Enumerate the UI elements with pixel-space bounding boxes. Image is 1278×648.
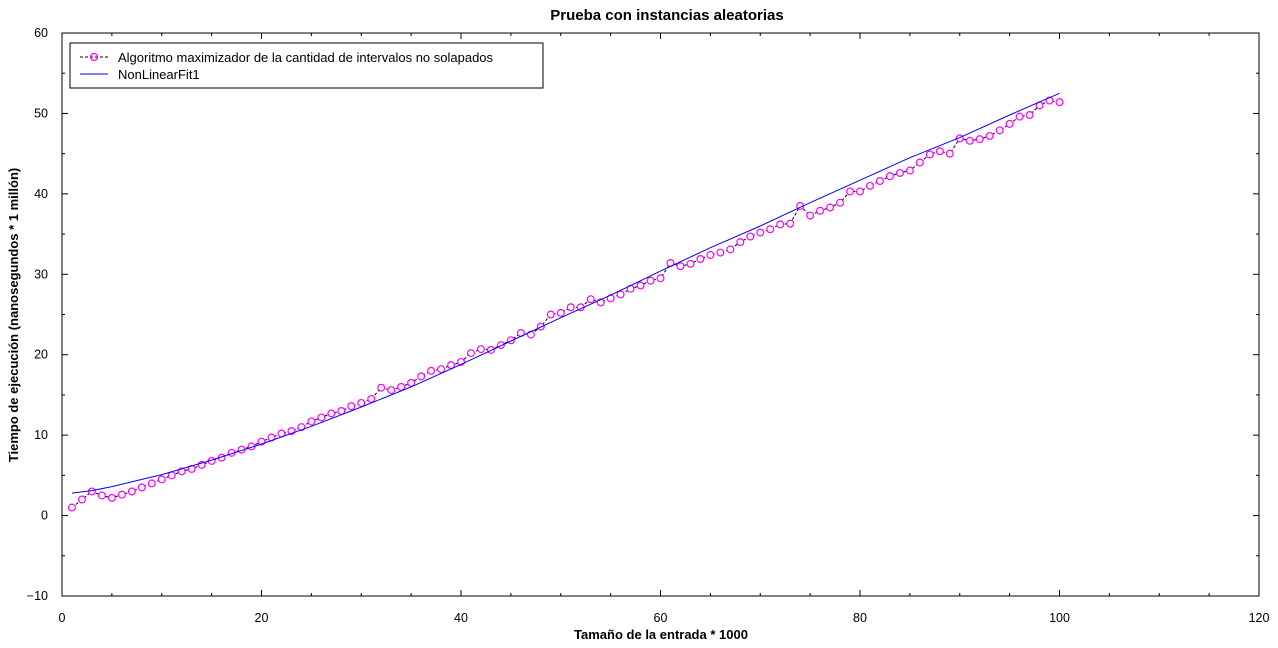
y-tick-label: 0 [41, 509, 48, 523]
data-point [307, 417, 316, 426]
data-point [995, 126, 1004, 135]
data-point [696, 255, 705, 264]
y-axis: −10 0 10 20 30 40 50 60 [27, 26, 1259, 603]
x-tick-label: 0 [59, 611, 66, 625]
data-point [347, 402, 356, 411]
data-point [107, 493, 116, 502]
data-point [975, 135, 984, 144]
x-tick-label: 20 [255, 611, 269, 625]
x-axis-label: Tamaño de la entrada * 1000 [574, 627, 748, 642]
y-axis-label: Tiempo de ejecución (nanosegundos * 1 mi… [6, 168, 21, 462]
data-point [846, 187, 855, 196]
data-point [97, 491, 106, 500]
data-point [387, 386, 396, 395]
data-point [417, 372, 426, 381]
data-point [776, 220, 785, 229]
data-point [915, 158, 924, 167]
data-point [985, 131, 994, 140]
data-point [836, 198, 845, 207]
data-point [935, 147, 944, 156]
data-point [965, 136, 974, 145]
data-point [1015, 112, 1024, 121]
series-algoritmo-line [71, 100, 1060, 508]
legend-box [69, 42, 544, 89]
data-point [855, 187, 864, 196]
data-point [397, 382, 406, 391]
data-point [656, 274, 665, 283]
data-point [885, 172, 894, 181]
data-point [816, 206, 825, 215]
data-point [726, 245, 735, 254]
y-tick-label: 30 [34, 267, 48, 281]
data-point [137, 483, 146, 492]
data-point [556, 308, 565, 317]
data-point [706, 250, 715, 259]
data-point [586, 295, 595, 304]
legend-label-series-2: NonLinearFit1 [118, 67, 200, 82]
data-point [147, 479, 156, 488]
x-tick-label: 60 [654, 611, 668, 625]
data-point [466, 349, 475, 358]
data-point [636, 281, 645, 290]
legend-swatch-series-1-marker [89, 52, 99, 62]
data-point [377, 383, 386, 392]
data-point [766, 225, 775, 234]
data-point [616, 290, 625, 299]
data-point [77, 495, 86, 504]
y-tick-label: 50 [34, 106, 48, 120]
data-point [1055, 98, 1064, 107]
data-point [646, 276, 655, 285]
series-layer [67, 92, 1064, 512]
legend-label-series-1: Algoritmo maximizador de la cantidad de … [118, 50, 494, 65]
chart-title: Prueba con instancias aleatorias [550, 7, 783, 24]
data-point [167, 471, 176, 480]
x-axis: 0 20 40 60 80 100 120 [59, 33, 1270, 625]
x-tick-label: 120 [1249, 611, 1270, 625]
data-point [546, 310, 555, 319]
data-point [427, 366, 436, 375]
x-tick-label: 40 [454, 611, 468, 625]
data-point [686, 259, 695, 268]
data-point [826, 203, 835, 212]
y-tick-label: 10 [34, 428, 48, 442]
plot-area-border [61, 32, 1260, 597]
x-tick-label: 100 [1049, 611, 1070, 625]
y-tick-label: −10 [27, 589, 48, 603]
data-point [676, 262, 685, 271]
data-point [786, 219, 795, 228]
y-tick-label: 20 [34, 348, 48, 362]
x-tick-label: 80 [853, 611, 867, 625]
data-point [756, 228, 765, 237]
data-point [87, 487, 96, 496]
data-point [127, 487, 136, 496]
data-point [437, 365, 446, 374]
data-point [1005, 119, 1014, 128]
data-point [905, 166, 914, 175]
data-point [566, 303, 575, 312]
y-tick-label: 60 [34, 26, 48, 40]
data-point [327, 409, 336, 418]
data-point [367, 394, 376, 403]
y-tick-label: 40 [34, 187, 48, 201]
data-point [865, 181, 874, 190]
data-point [357, 398, 366, 407]
data-point [875, 176, 884, 185]
data-point [746, 232, 755, 241]
legend: Algoritmo maximizador de la cantidad de … [69, 42, 544, 89]
data-point [736, 238, 745, 247]
data-point [67, 503, 76, 512]
data-point [945, 149, 954, 158]
data-point [925, 150, 934, 159]
data-point [895, 168, 904, 177]
data-point [716, 248, 725, 257]
data-point [117, 490, 126, 499]
data-point [476, 345, 485, 354]
data-point [157, 475, 166, 484]
series-nonlinearfit-line [71, 92, 1060, 494]
data-point [317, 413, 326, 422]
data-point [806, 211, 815, 220]
data-point [407, 378, 416, 387]
data-point [1025, 111, 1034, 120]
